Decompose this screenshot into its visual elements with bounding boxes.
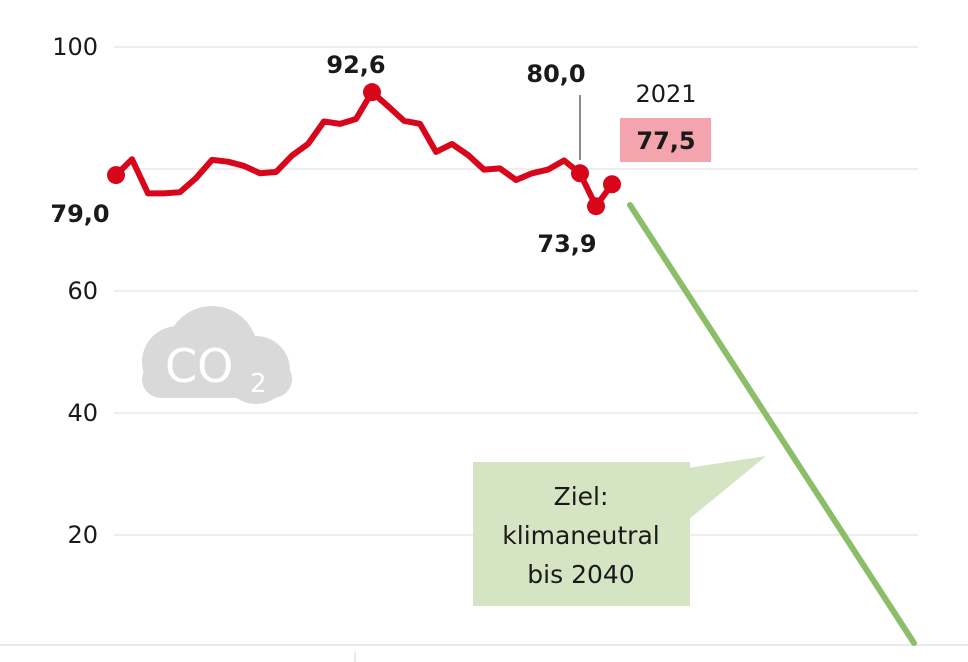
data-point-2006	[363, 83, 381, 102]
y-tick-label: 60	[67, 277, 98, 305]
goal-callout-line-2: klimaneutral	[502, 521, 659, 550]
y-tick-label: 100	[52, 33, 98, 61]
annotation-peak-value: 92,6	[326, 51, 385, 79]
goal-callout: Ziel: klimaneutral bis 2040	[473, 456, 766, 606]
target-line	[627, 202, 917, 646]
highlight-points	[107, 83, 621, 216]
y-tick-label: 20	[67, 521, 98, 549]
goal-callout-box	[473, 462, 690, 606]
annotation-2019-value: 80,0	[526, 60, 585, 88]
goal-callout-line-1: Ziel:	[554, 482, 609, 511]
y-tick-label: 40	[67, 399, 98, 427]
y-axis-labels: 100 60 40 20	[52, 33, 98, 549]
series-line	[113, 89, 615, 210]
goal-callout-pointer	[688, 456, 766, 520]
co2-icon-text: CO	[165, 339, 233, 393]
data-point-1990	[107, 166, 125, 185]
annotation-2021-value: 77,5	[636, 127, 695, 155]
co2-icon-subscript: 2	[250, 369, 267, 399]
data-point-2021	[603, 175, 621, 194]
data-point-2019	[571, 164, 589, 183]
co2-cloud-icon: CO 2	[142, 306, 292, 404]
data-point-2020	[587, 197, 605, 216]
annotation-first-value: 79,0	[50, 200, 109, 228]
goal-callout-line-3: bis 2040	[527, 560, 634, 589]
year-2021-label: 2021	[635, 80, 696, 108]
annotation-2020-value: 73,9	[537, 230, 596, 258]
value-2021-highlight	[620, 118, 711, 162]
